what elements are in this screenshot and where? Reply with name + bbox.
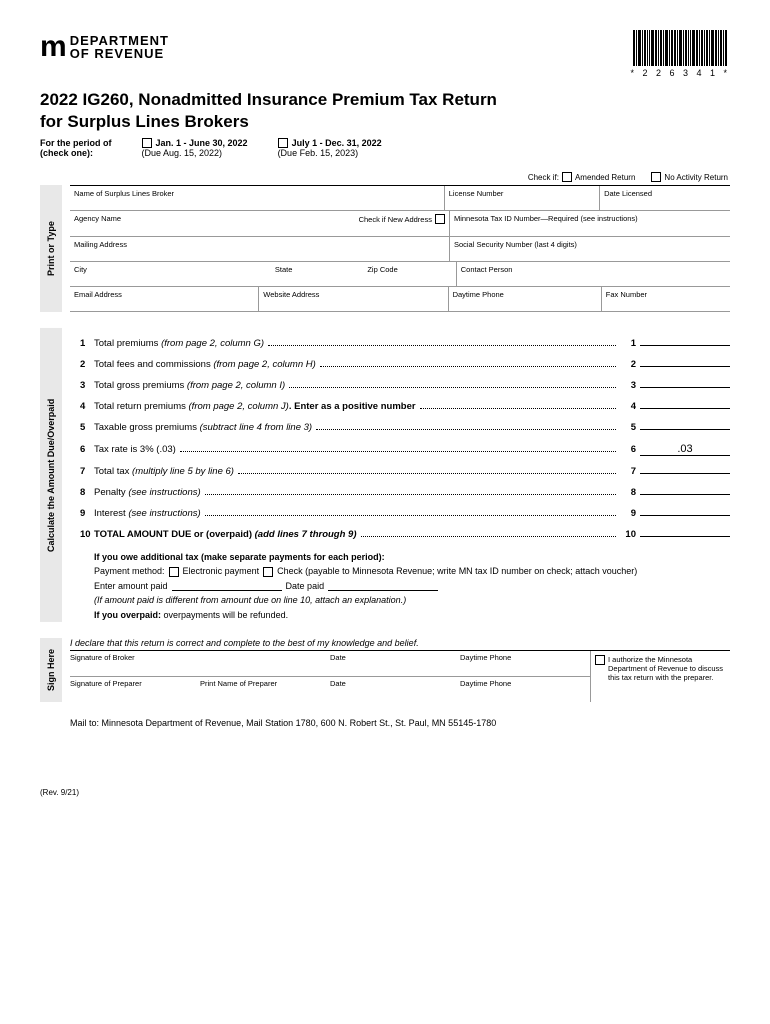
form-title: 2022 IG260, Nonadmitted Insurance Premiu… bbox=[40, 90, 730, 110]
line-3-value[interactable] bbox=[640, 387, 730, 388]
sig-preparer-date[interactable]: Date bbox=[330, 679, 460, 688]
sig-preparer-field[interactable]: Signature of Preparer bbox=[70, 679, 200, 688]
logo: m DEPARTMENT OF REVENUE bbox=[40, 30, 169, 64]
check-checkbox[interactable] bbox=[263, 567, 273, 577]
line-8-value[interactable] bbox=[640, 494, 730, 495]
city-field[interactable]: City bbox=[70, 262, 271, 286]
state-field[interactable]: State bbox=[271, 262, 363, 286]
mail-to: Mail to: Minnesota Department of Revenue… bbox=[40, 718, 730, 728]
period-selector: For the period of (check one): Jan. 1 - … bbox=[40, 138, 730, 158]
barcode-number: * 2 2 6 3 4 1 * bbox=[630, 68, 730, 78]
ssn-field[interactable]: Social Security Number (last 4 digits) bbox=[450, 237, 730, 261]
authorize-checkbox[interactable] bbox=[595, 655, 605, 665]
contact-field[interactable]: Contact Person bbox=[457, 262, 730, 286]
print-section: Print or Type Name of Surplus Lines Brok… bbox=[40, 185, 730, 312]
line-10: 10TOTAL AMOUNT DUE or (overpaid) (add li… bbox=[70, 529, 730, 540]
authorize-text: I authorize the Minnesota Department of … bbox=[608, 655, 726, 698]
check-row: Check if: Amended Return No Activity Retu… bbox=[40, 172, 730, 182]
sig-broker-date[interactable]: Date bbox=[330, 653, 460, 662]
line-1-value[interactable] bbox=[640, 345, 730, 346]
logo-mark: m bbox=[40, 30, 64, 64]
period1-due: (Due Aug. 15, 2022) bbox=[142, 148, 248, 158]
line-5-value[interactable] bbox=[640, 429, 730, 430]
license-num-field[interactable]: License Number bbox=[445, 186, 600, 210]
sig-broker-phone[interactable]: Daytime Phone bbox=[460, 653, 590, 662]
sign-side-label: Sign Here bbox=[40, 638, 62, 702]
email-field[interactable]: Email Address bbox=[70, 287, 259, 311]
amended-label: Amended Return bbox=[575, 173, 635, 182]
declaration: I declare that this return is correct an… bbox=[70, 638, 730, 651]
dept-line2: OF REVENUE bbox=[70, 47, 169, 60]
calc-side-label: Calculate the Amount Due/Overpaid bbox=[40, 328, 62, 622]
website-field[interactable]: Website Address bbox=[259, 287, 448, 311]
agency-field[interactable]: Agency NameCheck if New Address bbox=[70, 211, 450, 236]
calc-section: Calculate the Amount Due/Overpaid 1Total… bbox=[40, 328, 730, 622]
payment-block: If you owe additional tax (make separate… bbox=[70, 550, 730, 622]
line-9: 9Interest (see instructions) 9 bbox=[70, 508, 730, 519]
print-preparer-field[interactable]: Print Name of Preparer bbox=[200, 679, 330, 688]
print-side-label: Print or Type bbox=[40, 185, 62, 312]
new-address-checkbox[interactable] bbox=[435, 214, 445, 224]
period1-label: Jan. 1 - June 30, 2022 bbox=[156, 138, 248, 148]
barcode: * 2 2 6 3 4 1 * bbox=[630, 30, 730, 78]
line-9-value[interactable] bbox=[640, 515, 730, 516]
amount-paid-field[interactable] bbox=[172, 581, 282, 591]
sign-section: Sign Here I declare that this return is … bbox=[40, 638, 730, 702]
amended-checkbox[interactable] bbox=[562, 172, 572, 182]
period-label1: For the period of bbox=[40, 138, 112, 148]
dayphone-field[interactable]: Daytime Phone bbox=[449, 287, 602, 311]
line-10-value[interactable] bbox=[640, 536, 730, 537]
form-subtitle: for Surplus Lines Brokers bbox=[40, 112, 730, 132]
info-grid: Name of Surplus Lines Broker License Num… bbox=[70, 185, 730, 312]
barcode-bars bbox=[633, 30, 727, 66]
line-8: 8Penalty (see instructions) 8 bbox=[70, 487, 730, 498]
line-5: 5Taxable gross premiums (subtract line 4… bbox=[70, 422, 730, 433]
form-header: m DEPARTMENT OF REVENUE * 2 2 6 3 4 1 * bbox=[40, 30, 730, 78]
no-activity-checkbox[interactable] bbox=[651, 172, 661, 182]
line-1: 1Total premiums (from page 2, column G) … bbox=[70, 338, 730, 349]
check-if-label: Check if: bbox=[528, 173, 559, 182]
broker-name-field[interactable]: Name of Surplus Lines Broker bbox=[70, 186, 445, 210]
sig-preparer-phone[interactable]: Daytime Phone bbox=[460, 679, 590, 688]
line-7: 7Total tax (multiply line 5 by line 6) 7 bbox=[70, 466, 730, 477]
line-3: 3Total gross premiums (from page 2, colu… bbox=[70, 380, 730, 391]
line-4: 4Total return premiums (from page 2, col… bbox=[70, 401, 730, 412]
period-label2: (check one): bbox=[40, 148, 112, 158]
no-activity-label: No Activity Return bbox=[664, 173, 728, 182]
period2-checkbox[interactable] bbox=[278, 138, 288, 148]
date-licensed-field[interactable]: Date Licensed bbox=[600, 186, 730, 210]
revision-footer: (Rev. 9/21) bbox=[40, 788, 730, 797]
line-7-value[interactable] bbox=[640, 473, 730, 474]
line-6-value[interactable]: .03 bbox=[640, 443, 730, 456]
mailing-field[interactable]: Mailing Address bbox=[70, 237, 450, 261]
date-paid-field[interactable] bbox=[328, 581, 438, 591]
fax-field[interactable]: Fax Number bbox=[602, 287, 730, 311]
line-2-value[interactable] bbox=[640, 366, 730, 367]
mn-tax-id-field[interactable]: Minnesota Tax ID Number—Required (see in… bbox=[450, 211, 730, 236]
period2-label: July 1 - Dec. 31, 2022 bbox=[292, 138, 382, 148]
period2-due: (Due Feb. 15, 2023) bbox=[278, 148, 382, 158]
line-2: 2Total fees and commissions (from page 2… bbox=[70, 359, 730, 370]
line-4-value[interactable] bbox=[640, 408, 730, 409]
line-6: 6Tax rate is 3% (.03) 6 .03 bbox=[70, 443, 730, 456]
zip-field[interactable]: Zip Code bbox=[363, 262, 456, 286]
electronic-checkbox[interactable] bbox=[169, 567, 179, 577]
sig-broker-field[interactable]: Signature of Broker bbox=[70, 653, 330, 662]
period1-checkbox[interactable] bbox=[142, 138, 152, 148]
